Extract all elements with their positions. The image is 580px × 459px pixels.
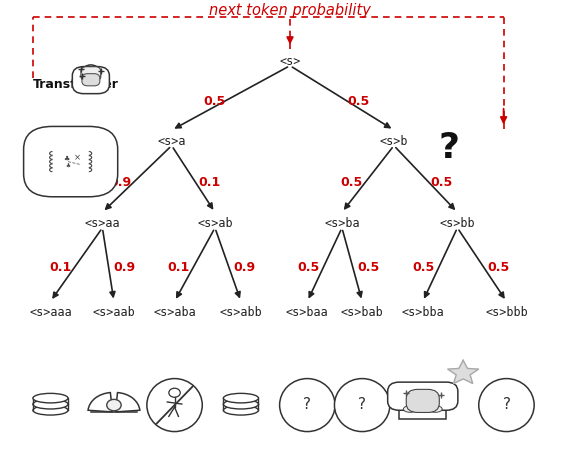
Text: 0.5: 0.5 — [298, 261, 320, 274]
Text: 0.9: 0.9 — [113, 261, 135, 274]
Text: 0.5: 0.5 — [487, 261, 509, 274]
Text: <s>baa: <s>baa — [286, 305, 329, 318]
Text: Transformer: Transformer — [33, 78, 119, 90]
Ellipse shape — [223, 400, 259, 409]
Circle shape — [82, 66, 100, 80]
Text: <s>abb: <s>abb — [220, 305, 262, 318]
Text: next token probability: next token probability — [209, 3, 371, 18]
Ellipse shape — [478, 379, 534, 431]
Ellipse shape — [403, 406, 417, 413]
Ellipse shape — [147, 379, 202, 431]
Text: 0.1: 0.1 — [49, 261, 71, 274]
Text: <s>bbb: <s>bbb — [485, 305, 528, 318]
FancyBboxPatch shape — [387, 382, 458, 410]
Ellipse shape — [416, 406, 430, 413]
Text: <s>bba: <s>bba — [401, 305, 444, 318]
Text: <s>aab: <s>aab — [93, 305, 135, 318]
Text: <s>bb: <s>bb — [440, 216, 475, 230]
Text: <s>ba: <s>ba — [324, 216, 360, 230]
Ellipse shape — [33, 400, 68, 409]
Text: ?: ? — [438, 131, 459, 165]
Ellipse shape — [33, 406, 68, 415]
Text: ?: ? — [502, 397, 510, 411]
Polygon shape — [448, 360, 478, 384]
Text: <s>aaa: <s>aaa — [29, 305, 72, 318]
Text: ?: ? — [358, 397, 366, 411]
Text: <s>aa: <s>aa — [85, 216, 120, 230]
Text: <s>bab: <s>bab — [341, 305, 383, 318]
Text: ♣: ♣ — [66, 164, 71, 169]
FancyBboxPatch shape — [399, 401, 447, 420]
Wedge shape — [88, 393, 113, 412]
Circle shape — [107, 399, 121, 411]
Text: 0.9: 0.9 — [233, 261, 255, 274]
Text: 0.5: 0.5 — [347, 95, 369, 107]
Ellipse shape — [33, 393, 68, 403]
Text: <s>aba: <s>aba — [153, 305, 196, 318]
Text: 0.5: 0.5 — [340, 175, 363, 188]
Circle shape — [169, 388, 180, 397]
FancyBboxPatch shape — [406, 390, 439, 413]
FancyBboxPatch shape — [82, 74, 100, 87]
Text: 0.1: 0.1 — [168, 261, 190, 274]
FancyBboxPatch shape — [81, 67, 101, 82]
Text: 0.5: 0.5 — [413, 261, 435, 274]
Text: <s>b: <s>b — [380, 134, 408, 147]
Ellipse shape — [428, 406, 442, 413]
Text: <s>: <s> — [280, 55, 300, 67]
Ellipse shape — [223, 393, 259, 403]
Text: <s>a: <s>a — [157, 134, 186, 147]
Text: ♣: ♣ — [64, 156, 70, 162]
Text: 0.5: 0.5 — [204, 95, 226, 107]
Text: 0.1: 0.1 — [198, 175, 220, 188]
FancyBboxPatch shape — [72, 67, 110, 95]
FancyBboxPatch shape — [24, 127, 118, 197]
Text: ?: ? — [303, 397, 311, 411]
Text: <s>ab: <s>ab — [197, 216, 233, 230]
Wedge shape — [115, 393, 140, 412]
Ellipse shape — [280, 379, 335, 431]
Text: 0.5: 0.5 — [431, 175, 453, 188]
Text: ×: × — [74, 153, 81, 162]
Text: 0.9: 0.9 — [110, 175, 132, 188]
Ellipse shape — [223, 406, 259, 415]
Text: 0.5: 0.5 — [357, 261, 379, 274]
Ellipse shape — [335, 379, 390, 431]
